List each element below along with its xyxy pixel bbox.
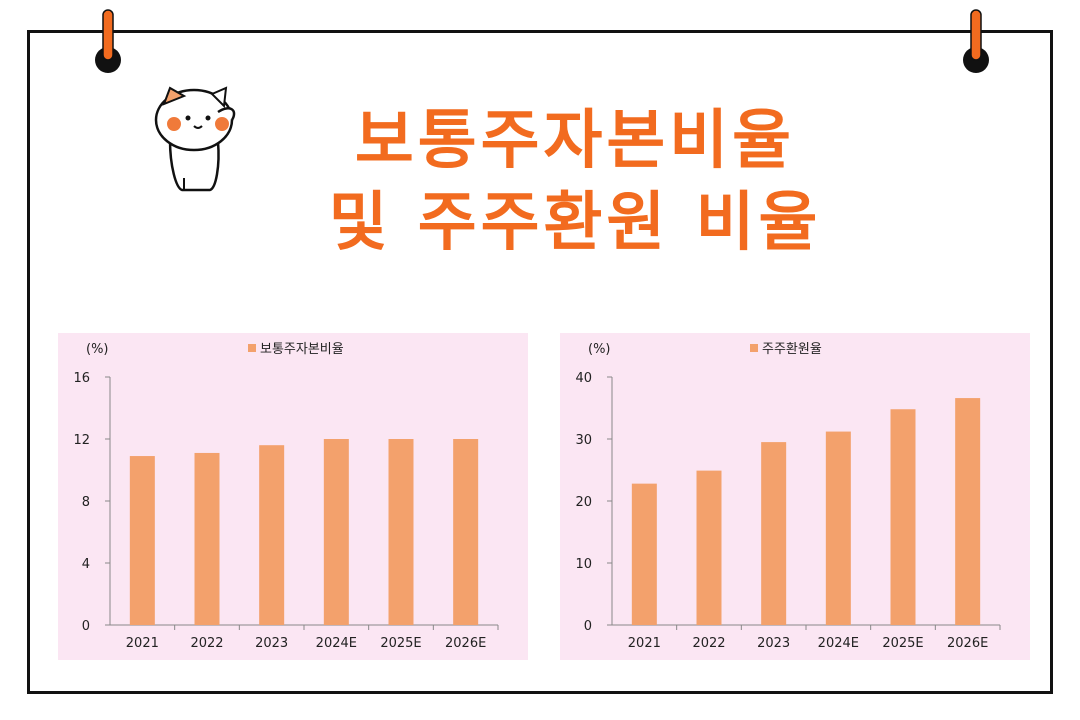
bar-2023 xyxy=(259,445,285,625)
x-tick-label: 2024E xyxy=(316,636,357,651)
x-tick-label: 2021 xyxy=(126,636,159,651)
bar-2024E xyxy=(825,431,851,625)
y-tick-label: 40 xyxy=(575,371,592,386)
x-tick-label: 2022 xyxy=(692,636,725,651)
y-tick-label: 8 xyxy=(82,495,90,510)
bar-2025E xyxy=(388,439,414,625)
y-tick-label: 4 xyxy=(82,557,90,572)
cet1-bar-chart: (%) 보통주자본비율 0 4 8 12 16 2021 2022 2023 2024E 2025E 2… xyxy=(73,342,499,651)
y-tick-label: 20 xyxy=(575,495,592,510)
legend-swatch xyxy=(248,344,256,352)
cat-mascot-icon xyxy=(154,86,236,192)
legend-swatch xyxy=(750,344,758,352)
x-tick-label: 2021 xyxy=(628,636,661,651)
bar-2023 xyxy=(761,442,787,625)
x-tick-label: 2024E xyxy=(818,636,859,651)
legend-label: 보통주자본비율 xyxy=(260,342,344,357)
y-tick-label: 16 xyxy=(73,371,90,386)
x-tick-label: 2026E xyxy=(947,636,988,651)
bar-2026E xyxy=(955,398,981,625)
y-tick-label: 12 xyxy=(73,433,90,448)
pin-right-icon xyxy=(963,9,989,73)
unit-label: (%) xyxy=(86,342,109,357)
bar-2022 xyxy=(696,470,722,625)
y-tick-label: 10 xyxy=(575,557,592,572)
legend-label: 주주환원율 xyxy=(762,342,822,357)
x-tick-label: 2025E xyxy=(882,636,923,651)
x-tick-label: 2023 xyxy=(255,636,288,651)
bar-2024E xyxy=(323,439,349,625)
x-tick-label: 2023 xyxy=(757,636,790,651)
x-tick-label: 2025E xyxy=(380,636,421,651)
chart-panel-cet1: (%) 보통주자본비율 0 4 8 12 16 2021 2022 2023 2024E 2025E 2… xyxy=(58,333,528,660)
bar-2026E xyxy=(453,439,479,625)
page-title-line2: 및 주주환원 비율 xyxy=(328,186,822,260)
page-title: 보통주자본비율 및 주주환원 비율 xyxy=(260,100,890,264)
bar-2021 xyxy=(631,483,657,625)
y-tick-label: 30 xyxy=(575,433,592,448)
y-tick-label: 0 xyxy=(584,619,592,634)
page-title-line1: 보통주자본비율 xyxy=(354,104,796,178)
bar-2021 xyxy=(129,456,155,625)
bar-2025E xyxy=(890,409,916,625)
chart-panel-shareholder-return: (%) 주주환원율 0 10 20 30 40 2021 2022 2023 2024E 2025E 2… xyxy=(560,333,1030,660)
shareholder-return-bar-chart: (%) 주주환원율 0 10 20 30 40 2021 2022 2023 2024E 2025E 2… xyxy=(575,342,1001,651)
unit-label: (%) xyxy=(588,342,611,357)
bar-2022 xyxy=(194,452,220,625)
x-tick-label: 2022 xyxy=(190,636,223,651)
x-tick-label: 2026E xyxy=(445,636,486,651)
y-tick-label: 0 xyxy=(82,619,90,634)
pin-left-icon xyxy=(95,9,121,73)
